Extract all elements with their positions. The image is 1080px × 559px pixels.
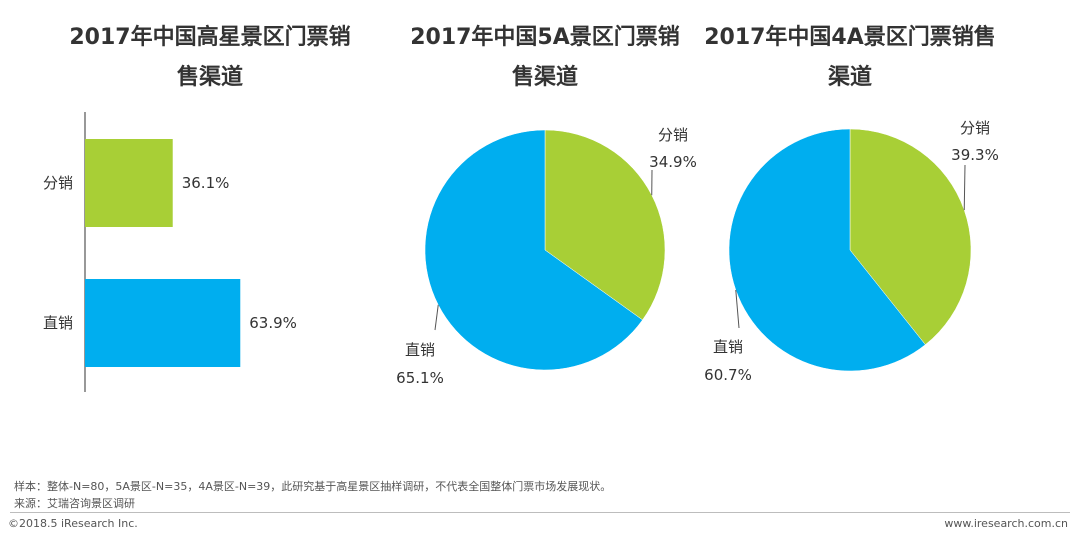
chart2-title-line1: 2017年中国5A景区门票销 [410, 25, 680, 50]
pie3-category-label: 分销 [960, 119, 990, 137]
charts-canvas: 分销 36.1% 直销 63.9% 分销 34.9% 直销 65.1% 分销 39.3% 直销 60.… [43, 112, 999, 392]
chart1-title: 2017年中国高星景区门票销 售渠道 [60, 18, 360, 98]
pie2-category-label: 分销 [658, 126, 688, 144]
chart1-title-line1: 2017年中国高星景区门票销 [69, 25, 351, 50]
copyright-text: ©2018.5 iResearch Inc. [8, 517, 138, 530]
chart2-title-line2: 售渠道 [511, 65, 578, 90]
bar-zhixiao [85, 279, 241, 367]
bar-value-label: 63.9% [249, 314, 297, 332]
pie3-value-label: 60.7% [704, 366, 752, 384]
pie2-slice-zhixiao [424, 129, 643, 371]
pie3-slice-fenxiao [849, 128, 972, 346]
pie2-leader-line [434, 304, 439, 331]
pie3-value-label: 39.3% [951, 146, 999, 164]
pie2-slice-fenxiao [544, 129, 666, 321]
source-note: 来源：艾瑞咨询景区调研 [14, 497, 135, 510]
bar-category-label: 分销 [43, 174, 73, 192]
bar-category-label: 直销 [43, 314, 73, 332]
chart1-title-line2: 售渠道 [176, 65, 243, 90]
chart3-title-line2: 渠道 [827, 65, 872, 90]
pie3-leader-line [963, 164, 966, 211]
chart3-title-line1: 2017年中国4A景区门票销售 [704, 25, 996, 50]
pie3-leader-line [735, 289, 740, 329]
bar-fenxiao [85, 139, 173, 227]
pie2-category-label: 直销 [405, 341, 435, 359]
pie3-slice-zhixiao [728, 128, 926, 372]
pie2-value-label: 65.1% [396, 369, 444, 387]
bar-value-label: 36.1% [182, 174, 230, 192]
footer-divider [10, 512, 1070, 513]
pie3-category-label: 直销 [713, 338, 743, 356]
sample-note: 样本：整体-N=80，5A景区-N=35，4A景区-N=39，此研究基于高星景区… [14, 480, 612, 493]
website-link[interactable]: www.iresearch.com.cn [944, 517, 1068, 530]
pie2-value-label: 34.9% [649, 153, 697, 171]
chart2-title: 2017年中国5A景区门票销 售渠道 [400, 18, 690, 98]
chart3-title: 2017年中国4A景区门票销售 渠道 [700, 18, 1000, 98]
